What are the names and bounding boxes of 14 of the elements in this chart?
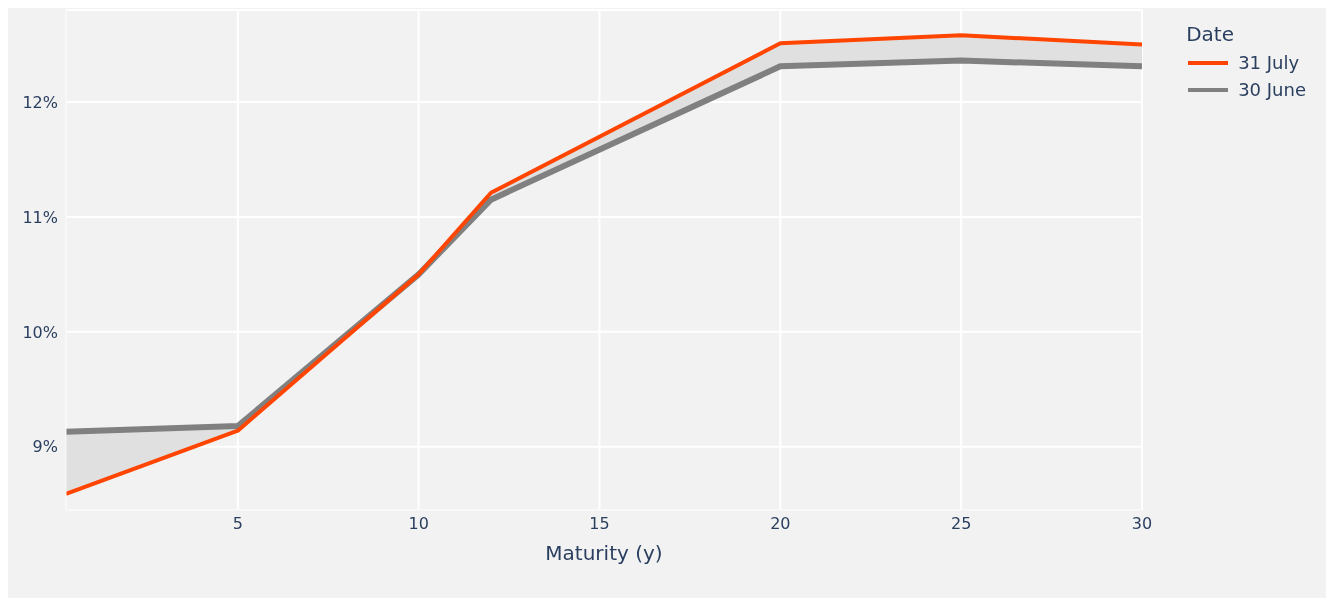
y-tick-label: 9% [32, 437, 58, 457]
legend-label: 30 June [1238, 79, 1306, 100]
y-tick-label: 11% [22, 207, 58, 227]
legend-label: 31 July [1238, 52, 1300, 73]
y-tick-label: 12% [22, 92, 58, 112]
y-tick-label: 10% [22, 322, 58, 342]
x-tick-label: 25 [950, 514, 972, 534]
x-tick-label: 30 [1131, 514, 1153, 534]
x-tick-label: 15 [589, 514, 610, 534]
legend-title: Date [1186, 22, 1235, 46]
x-tick-label: 20 [770, 514, 791, 534]
x-tick-label: 5 [232, 514, 243, 534]
x-axis-title: Maturity (y) [545, 541, 663, 565]
x-tick-label: 10 [408, 514, 429, 534]
